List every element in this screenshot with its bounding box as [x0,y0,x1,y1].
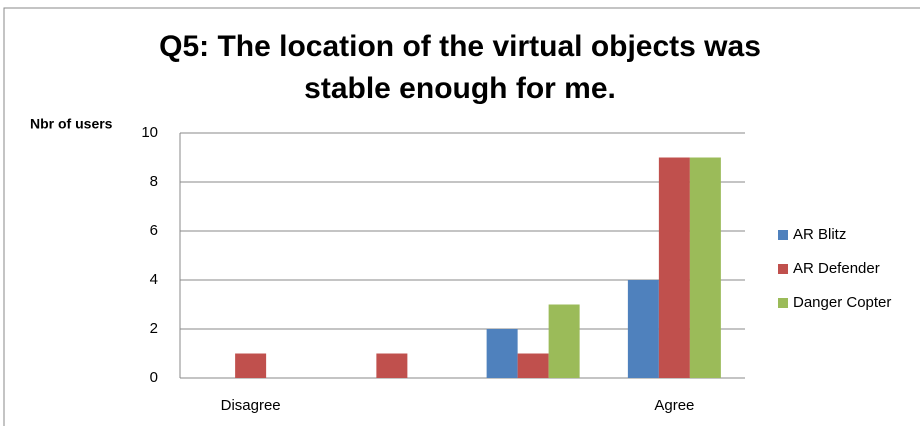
bar [658,157,690,378]
legend-swatch [778,264,788,274]
y-tick-label: 8 [150,173,158,190]
bar [517,353,549,378]
y-axis-label: Nbr of users [30,116,113,132]
y-tick-label: 0 [150,369,158,386]
legend-label: AR Defender [793,260,880,277]
bar [235,353,267,378]
legend-label: Danger Copter [793,294,891,311]
y-tick-label: 4 [150,271,158,288]
legend-swatch [778,230,788,240]
y-tick-label: 2 [150,320,158,337]
x-tick-label: Agree [654,397,694,414]
legend-label: AR Blitz [793,226,846,243]
chart-border [3,7,920,426]
legend-swatch [778,298,788,308]
x-tick-label: Disagree [221,397,281,414]
bar [689,157,721,378]
y-tick-label: 10 [141,124,158,141]
bar [376,353,408,378]
bar [548,304,580,378]
chart-title: Q5: The location of the virtual objects … [159,30,761,105]
bar [486,329,518,378]
y-tick-label: 6 [150,222,158,239]
bar [627,280,659,378]
